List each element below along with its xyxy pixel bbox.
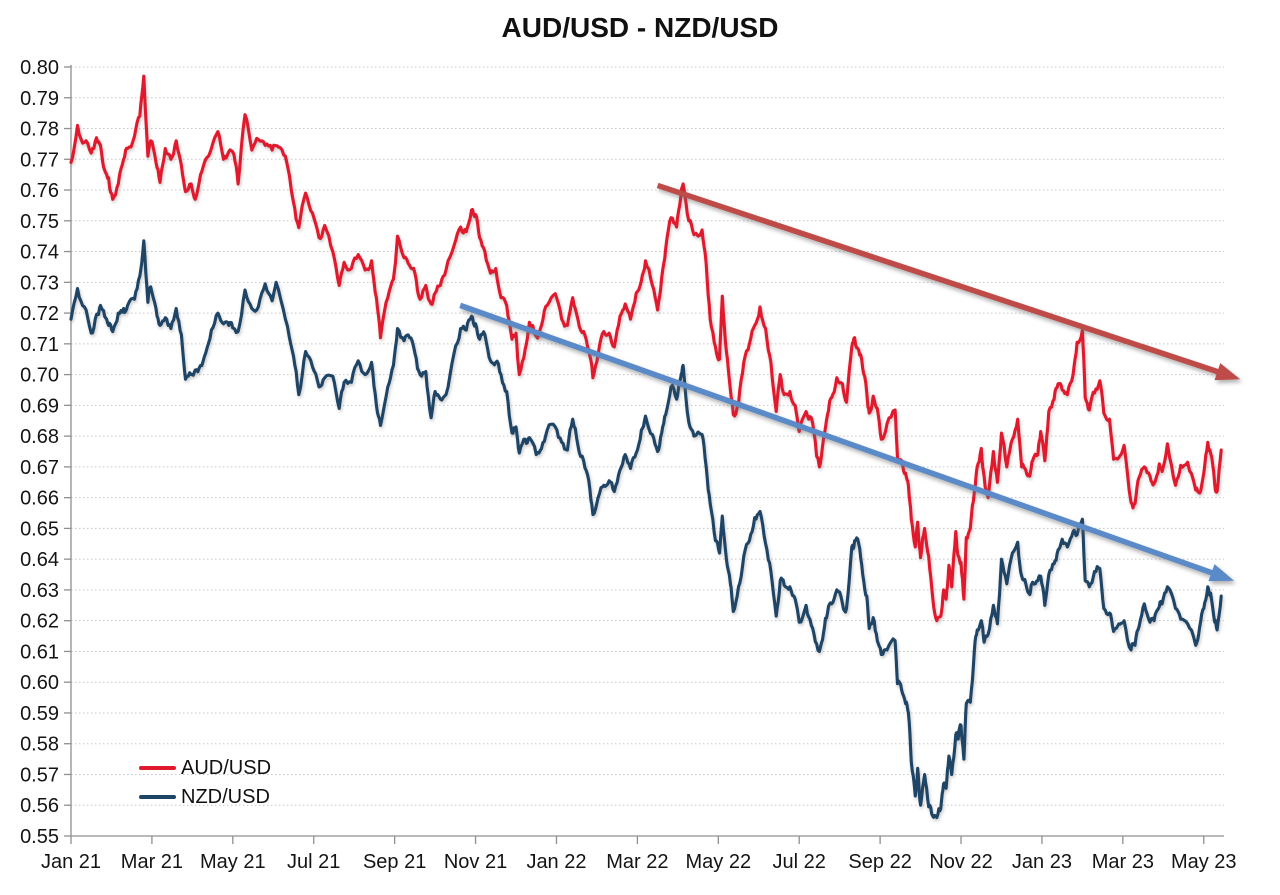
x-axis-label: Mar 21 <box>121 851 183 873</box>
y-axis-label: 0.63 <box>20 580 59 602</box>
y-axis-label: 0.78 <box>20 119 59 141</box>
x-axis-label: May 22 <box>686 851 752 873</box>
y-axis-label: 0.80 <box>20 57 59 79</box>
y-axis-label: 0.75 <box>20 211 59 233</box>
y-axis-label: 0.62 <box>20 611 59 633</box>
aud-downtrend-arrow-head <box>1214 363 1241 381</box>
y-axis-label: 0.71 <box>20 334 59 356</box>
y-axis-label: 0.77 <box>20 149 59 171</box>
y-axis-label: 0.72 <box>20 303 59 325</box>
aud-downtrend-arrow-shaft <box>656 182 1228 378</box>
series-line-audusd <box>69 74 1223 623</box>
y-axis-label: 0.55 <box>20 826 59 848</box>
audusd-line-swatch <box>139 765 176 770</box>
y-axis-label: 0.76 <box>20 180 59 202</box>
y-axis-label: 0.64 <box>20 549 59 571</box>
x-axis-label: May 21 <box>200 851 266 873</box>
chart-title: AUD/USD - NZD/USD <box>501 12 779 43</box>
x-axis-label: Jul 21 <box>287 851 340 873</box>
x-axis-label: May 23 <box>1171 851 1237 873</box>
x-axis-label: Nov 22 <box>929 851 992 873</box>
y-axis-label: 0.58 <box>20 734 59 756</box>
x-axis-label: Nov 21 <box>444 851 507 873</box>
aud-downtrend-arrow <box>656 182 1241 381</box>
y-axis-label: 0.56 <box>20 795 59 817</box>
y-axis-label: 0.73 <box>20 272 59 294</box>
x-axis-label: Jan 23 <box>1012 851 1072 873</box>
x-axis-label: Sep 21 <box>363 851 426 873</box>
y-axis-label: 0.74 <box>20 242 59 264</box>
y-axis-label: 0.79 <box>20 88 59 110</box>
legend-label-audusd: AUD/USD <box>181 756 272 779</box>
legend-item-nzdusd: NZD/USD <box>139 782 271 811</box>
x-axis-label: Sep 22 <box>848 851 911 873</box>
x-axis-label: Jan 22 <box>526 851 586 873</box>
nzd-downtrend-arrow-shaft <box>459 302 1222 579</box>
y-axis-label: 0.70 <box>20 365 59 387</box>
x-axis-label: Jul 22 <box>773 851 826 873</box>
y-axis-label: 0.57 <box>20 764 59 786</box>
legend: AUD/USD NZD/USD <box>139 753 271 811</box>
y-axis-label: 0.65 <box>20 518 59 540</box>
nzd-downtrend-arrow-head <box>1208 564 1235 582</box>
y-axis-label: 0.66 <box>20 488 59 510</box>
x-axis-label: Mar 22 <box>606 851 668 873</box>
legend-item-audusd: AUD/USD <box>139 753 271 782</box>
y-axis-label: 0.60 <box>20 672 59 694</box>
y-axis-label: 0.59 <box>20 703 59 725</box>
x-axis-label: Mar 23 <box>1092 851 1154 873</box>
series-line-nzdusd <box>69 239 1223 820</box>
y-axis-label: 0.61 <box>20 641 59 663</box>
y-axis-label: 0.68 <box>20 426 59 448</box>
nzdusd-line-swatch <box>139 794 176 799</box>
legend-label-nzdusd: NZD/USD <box>181 785 270 808</box>
y-axis-label: 0.67 <box>20 457 59 479</box>
x-axis-label: Jan 21 <box>41 851 101 873</box>
y-axis-label: 0.69 <box>20 395 59 417</box>
nzd-downtrend-arrow <box>459 302 1235 582</box>
